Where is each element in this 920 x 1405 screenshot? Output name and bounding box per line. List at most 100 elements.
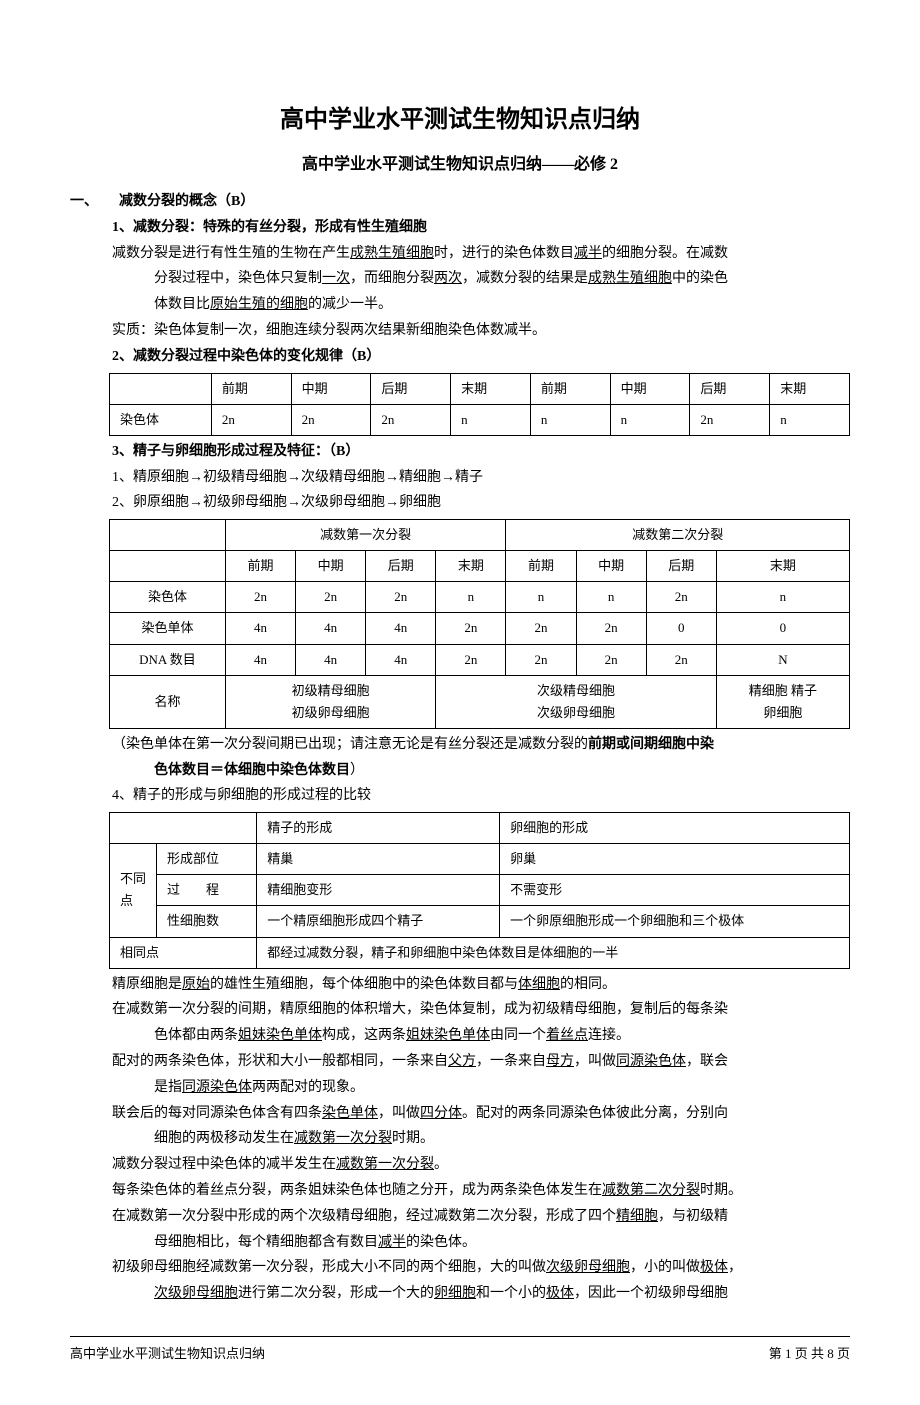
table-cell: 0: [716, 613, 849, 644]
paragraph: 初级卵母细胞经减数第一次分裂，形成大小不同的两个细胞，大的叫做次级卵母细胞，小的…: [70, 1256, 850, 1280]
table-row: 过 程 精细胞变形 不需变形: [110, 875, 850, 906]
table-cell: 精细胞变形: [257, 875, 500, 906]
table-cell: 末期: [770, 373, 850, 404]
table-cell: 过 程: [157, 875, 257, 906]
paragraph: 配对的两条染色体，形状和大小一般都相同，一条来自父方，一条来自母方，叫做同源染色…: [70, 1050, 850, 1074]
text: 每条染色体的着丝点分裂，两条姐妹染色体也随之分开，成为两条染色体发生在: [112, 1183, 602, 1198]
text: 构成，这两条: [322, 1028, 406, 1043]
table-cell: 精巢: [257, 844, 500, 875]
table-cell: 4n: [225, 613, 295, 644]
table-cell: 不同点: [110, 844, 157, 937]
paragraph: 在减数第一次分裂中形成的两个次级精母细胞，经过减数第二次分裂，形成了四个精细胞，…: [70, 1205, 850, 1229]
text: 次级卵母细胞: [537, 705, 615, 720]
table-cell: 2n: [436, 644, 506, 675]
table-cell: 卵细胞的形成: [500, 813, 850, 844]
table-cell: 4n: [366, 613, 436, 644]
note: （染色单体在第一次分裂间期已出现；请注意无论是有丝分裂还是减数分裂的前期或间期细…: [70, 733, 850, 757]
text: ，与初级精: [658, 1209, 728, 1224]
table-cell: 性细胞数: [157, 906, 257, 937]
table-cell: 中期: [291, 373, 371, 404]
text: ，一条来自: [476, 1054, 546, 1069]
section-1-heading: 一、 减数分裂的概念（B）: [70, 190, 850, 214]
underlined-text: 减数第一次分裂: [294, 1131, 392, 1146]
text: ，联会: [686, 1054, 728, 1069]
underlined-text: 一次: [322, 271, 350, 286]
text: ，叫做: [378, 1106, 420, 1121]
underlined-text: 原始: [182, 977, 210, 992]
table-cell: 2n: [211, 404, 291, 435]
underlined-text: 减半: [378, 1235, 406, 1250]
table-cell: 2n: [506, 613, 576, 644]
table-cell: 2n: [646, 644, 716, 675]
table-cell: 2n: [371, 404, 451, 435]
table-cell: 2n: [646, 582, 716, 613]
text: ，减数分裂的结果是: [462, 271, 588, 286]
paragraph: 联会后的每对同源染色体含有四条染色单体，叫做四分体。配对的两条同源染色体彼此分离…: [70, 1102, 850, 1126]
underlined-text: 原始生殖的细胞: [210, 297, 308, 312]
underlined-text: 极体: [700, 1260, 728, 1275]
table-cell: n: [530, 404, 610, 435]
table-cell: 卵巢: [500, 844, 850, 875]
table-cell: 染色单体: [110, 613, 226, 644]
text: 两两配对的现象。: [252, 1080, 364, 1095]
table-cell: n: [451, 404, 531, 435]
table-cell: 染色体: [110, 404, 212, 435]
footer-left: 高中学业水平测试生物知识点归纳: [70, 1343, 265, 1365]
table-cell: n: [436, 582, 506, 613]
table-cell: 4n: [366, 644, 436, 675]
text: 减数分裂过程中染色体的减半发生在: [112, 1157, 336, 1172]
table-cell: 末期: [436, 551, 506, 582]
table-cell: 减数第一次分裂: [225, 520, 506, 551]
table-cell: 中期: [576, 551, 646, 582]
table-cell: 次级精母细胞 次级卵母细胞: [436, 675, 717, 728]
paragraph: 色体都由两条姐妹染色单体构成，这两条姐妹染色单体由同一个着丝点连接。: [70, 1024, 850, 1048]
table-cell: 精子的形成: [257, 813, 500, 844]
text: 精细胞 精子: [749, 683, 817, 698]
table-cell: N: [716, 644, 849, 675]
paragraph: 每条染色体的着丝点分裂，两条姐妹染色体也随之分开，成为两条染色体发生在减数第二次…: [70, 1179, 850, 1203]
table-cell: n: [610, 404, 690, 435]
page-footer: 高中学业水平测试生物知识点归纳 第 1 页 共 8 页: [70, 1336, 850, 1365]
table-cell: [110, 813, 257, 844]
underlined-text: 着丝点: [546, 1028, 588, 1043]
text: 在减数第一次分裂中形成的两个次级精母细胞，经过减数第二次分裂，形成了四个: [112, 1209, 616, 1224]
table-cell: 一个精原细胞形成四个精子: [257, 906, 500, 937]
bold-text: 前期或间期细胞中染: [588, 737, 714, 752]
underlined-text: 姐妹染色单体: [238, 1028, 322, 1043]
table-cell: 后期: [371, 373, 451, 404]
table-cell: 都经过减数分裂，精子和卵细胞中染色体数目是体细胞的一半: [257, 937, 850, 968]
table-cell: 初级精母细胞 初级卵母细胞: [225, 675, 435, 728]
underlined-text: 父方: [448, 1054, 476, 1069]
table-cell: 2n: [296, 582, 366, 613]
table-row: 前期 中期 后期 末期 前期 中期 后期 末期: [110, 551, 850, 582]
text: 2、减数分裂过程中染色体的变化规律（B）: [112, 349, 380, 364]
text: 是指: [154, 1080, 182, 1095]
text: 初级卵母细胞经减数第一次分裂，形成大小不同的两个细胞，大的叫做: [112, 1260, 546, 1275]
table-cell: 0: [646, 613, 716, 644]
text: 精原细胞是: [112, 977, 182, 992]
table-cell: [110, 520, 226, 551]
table-cell: 4n: [225, 644, 295, 675]
underlined-text: 母方: [546, 1054, 574, 1069]
underlined-text: 减半: [574, 246, 602, 261]
underlined-text: 减数第一次分裂: [336, 1157, 434, 1172]
text: 时期。: [392, 1131, 434, 1146]
text: 时期。: [700, 1183, 742, 1198]
text: 的染色体。: [406, 1235, 476, 1250]
chromosome-change-table: 前期 中期 后期 末期 前期 中期 后期 末期 染色体 2n 2n 2n n n…: [109, 373, 850, 436]
text: 次级精母细胞: [537, 683, 615, 698]
text: ，因此一个初级卵母细胞: [574, 1286, 728, 1301]
sub2-title: 2、减数分裂过程中染色体的变化规律（B）: [70, 345, 850, 369]
table-cell: 后期: [646, 551, 716, 582]
table-cell: [110, 373, 212, 404]
text: 母细胞相比，每个精细胞都含有数目: [154, 1235, 378, 1250]
table-cell: n: [506, 582, 576, 613]
paragraph: 分裂过程中，染色体只复制一次，而细胞分裂两次，减数分裂的结果是成熟生殖细胞中的染…: [70, 267, 850, 291]
underlined-text: 体细胞: [518, 977, 560, 992]
sub4-title: 4、精子的形成与卵细胞的形成过程的比较: [70, 784, 850, 808]
text: ，: [728, 1260, 742, 1275]
underlined-text: 姐妹染色单体: [406, 1028, 490, 1043]
underlined-text: 成熟生殖细胞: [588, 271, 672, 286]
paragraph: 母细胞相比，每个精细胞都含有数目减半的染色体。: [70, 1231, 850, 1255]
paragraph: 精原细胞是原始的雄性生殖细胞，每个体细胞中的染色体数目都与体细胞的相同。: [70, 973, 850, 997]
